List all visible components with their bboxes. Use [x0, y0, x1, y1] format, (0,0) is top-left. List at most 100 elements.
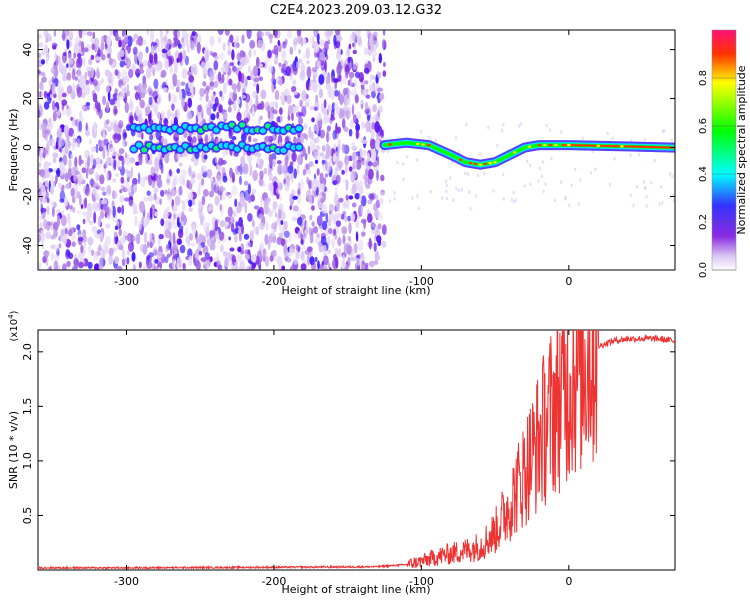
faint-speck: [510, 198, 514, 202]
noise-speck: [318, 74, 325, 85]
noise-speck: [101, 78, 104, 84]
noise-speck: [198, 181, 202, 189]
noise-speck: [315, 144, 320, 151]
noise-speck: [173, 68, 178, 75]
noise-speck: [323, 255, 329, 266]
noise-speck: [210, 242, 216, 251]
noise-speck: [40, 212, 44, 219]
noise-speck: [100, 210, 105, 220]
noise-speck: [317, 260, 320, 270]
noise-speck: [191, 173, 196, 179]
noise-speck: [279, 196, 283, 201]
noise-speck: [238, 61, 243, 71]
noise-speck: [168, 221, 172, 230]
noise-speck: [108, 247, 114, 257]
noise-speck: [83, 242, 87, 248]
noise-speck: [40, 71, 44, 76]
noise-speck: [252, 82, 258, 87]
noise-speck: [160, 218, 165, 227]
track-speck: [468, 161, 473, 165]
noise-speck: [232, 229, 237, 236]
noise-speck: [74, 186, 78, 199]
noise-speck: [324, 60, 327, 72]
noise-speck: [212, 103, 217, 112]
noise-speck: [171, 103, 175, 112]
noise-speck: [79, 195, 82, 206]
noise-speck: [287, 165, 294, 174]
noise-speck: [246, 265, 250, 270]
noise-speck: [283, 243, 288, 254]
noise-speck: [367, 48, 373, 56]
noise-speck: [348, 91, 353, 96]
noise-speck: [264, 234, 269, 245]
noise-speck: [149, 241, 153, 249]
noise-speck: [375, 113, 379, 123]
noise-speck: [193, 253, 196, 264]
noise-speck: [333, 193, 339, 206]
noise-speck: [65, 183, 71, 189]
noise-speck: [216, 111, 220, 119]
y-tick-label: 40: [21, 43, 34, 57]
noise-speck: [310, 131, 314, 141]
noise-speck: [122, 30, 127, 36]
snr-multiplier-close: ): [9, 310, 20, 314]
noise-speck: [304, 152, 308, 161]
noise-speck: [188, 233, 194, 241]
noise-speck: [373, 242, 377, 253]
faint-speck: [670, 138, 673, 143]
noise-speck: [95, 56, 101, 61]
noise-speck: [312, 75, 316, 83]
noise-speck: [287, 30, 293, 39]
faint-speck: [451, 161, 454, 165]
noise-speck: [353, 79, 357, 90]
faint-speck: [411, 196, 414, 200]
faint-speck: [476, 173, 480, 178]
noise-speck: [326, 146, 333, 157]
noise-speck: [106, 150, 110, 157]
noise-speck: [90, 249, 95, 256]
noise-speck: [180, 200, 186, 205]
noise-speck: [344, 163, 348, 174]
noise-speck: [209, 256, 213, 263]
noise-speck: [231, 136, 237, 141]
noise-speck: [156, 178, 163, 189]
noise-speck: [319, 152, 324, 157]
noise-speck: [173, 244, 179, 249]
noise-speck: [231, 49, 235, 61]
noise-speck: [106, 171, 109, 182]
faint-speck: [445, 196, 449, 201]
noise-speck: [259, 31, 264, 37]
faint-speck: [645, 195, 648, 199]
noise-speck: [313, 125, 317, 132]
noise-speck: [131, 251, 136, 262]
noise-speck: [296, 30, 302, 37]
x-tick-label: -300: [114, 575, 139, 588]
noise-speck: [51, 76, 55, 84]
noise-speck: [228, 236, 231, 241]
noise-speck: [331, 238, 336, 249]
noise-speck: [381, 224, 387, 236]
noise-speck: [41, 76, 47, 83]
noise-speck: [222, 175, 228, 183]
noise-speck: [38, 109, 41, 119]
noise-speck: [118, 39, 122, 48]
noise-speck: [121, 204, 125, 215]
faint-speck: [449, 176, 452, 180]
noise-speck: [297, 216, 303, 226]
noise-speck: [55, 174, 58, 184]
noise-speck: [221, 73, 225, 84]
noise-speck: [152, 101, 157, 113]
faint-speck: [429, 189, 432, 194]
noise-speck: [52, 221, 59, 231]
noise-speck: [45, 55, 49, 64]
noise-speck: [316, 33, 320, 43]
faint-speck: [643, 137, 647, 142]
noise-speck: [248, 49, 252, 59]
colorbar: 0.0 0.2 0.4 0.6 0.8 Normalized spectral ampl…: [698, 29, 748, 278]
signal-core: [296, 144, 302, 150]
noise-speck: [129, 101, 134, 112]
noise-speck: [220, 244, 224, 253]
noise-speck: [311, 205, 315, 211]
noise-speck: [248, 135, 252, 143]
